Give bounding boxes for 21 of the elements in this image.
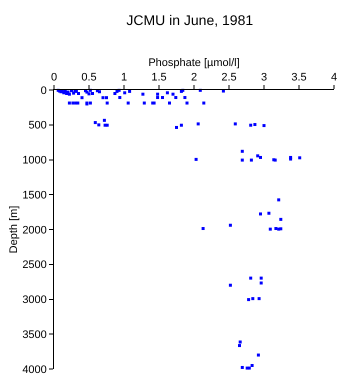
y-tick-label: 4000 xyxy=(22,364,47,376)
y-tick-label: 500 xyxy=(28,120,47,132)
x-tick-label: 1 xyxy=(120,72,128,84)
y-tick-label: 2000 xyxy=(22,224,47,236)
y-tick-label: 0 xyxy=(40,84,47,97)
y-tick-label: 3000 xyxy=(22,294,47,306)
y-tick-label: 2500 xyxy=(22,259,47,272)
x-axis-title: Phosphate [µmol/l] xyxy=(148,57,240,70)
x-tick-label: 2.5 xyxy=(221,72,237,84)
x-tick-label: 2 xyxy=(190,72,198,84)
x-tick-label: 3 xyxy=(260,72,268,84)
chart-title: JCMU in June, 1981 xyxy=(126,12,254,28)
x-tick-label: 3.5 xyxy=(291,72,307,84)
x-tick-label: 0 xyxy=(50,72,58,84)
x-tick-label: 0.5 xyxy=(81,72,97,84)
x-tick-label: 4 xyxy=(330,72,338,84)
x-tick-label: 1.5 xyxy=(151,72,167,84)
y-tick-label: 1000 xyxy=(22,154,47,167)
y-tick-label: 1500 xyxy=(22,189,47,202)
y-tick-label: 3500 xyxy=(22,328,47,341)
y-axis-title: Depth [m] xyxy=(8,206,20,254)
